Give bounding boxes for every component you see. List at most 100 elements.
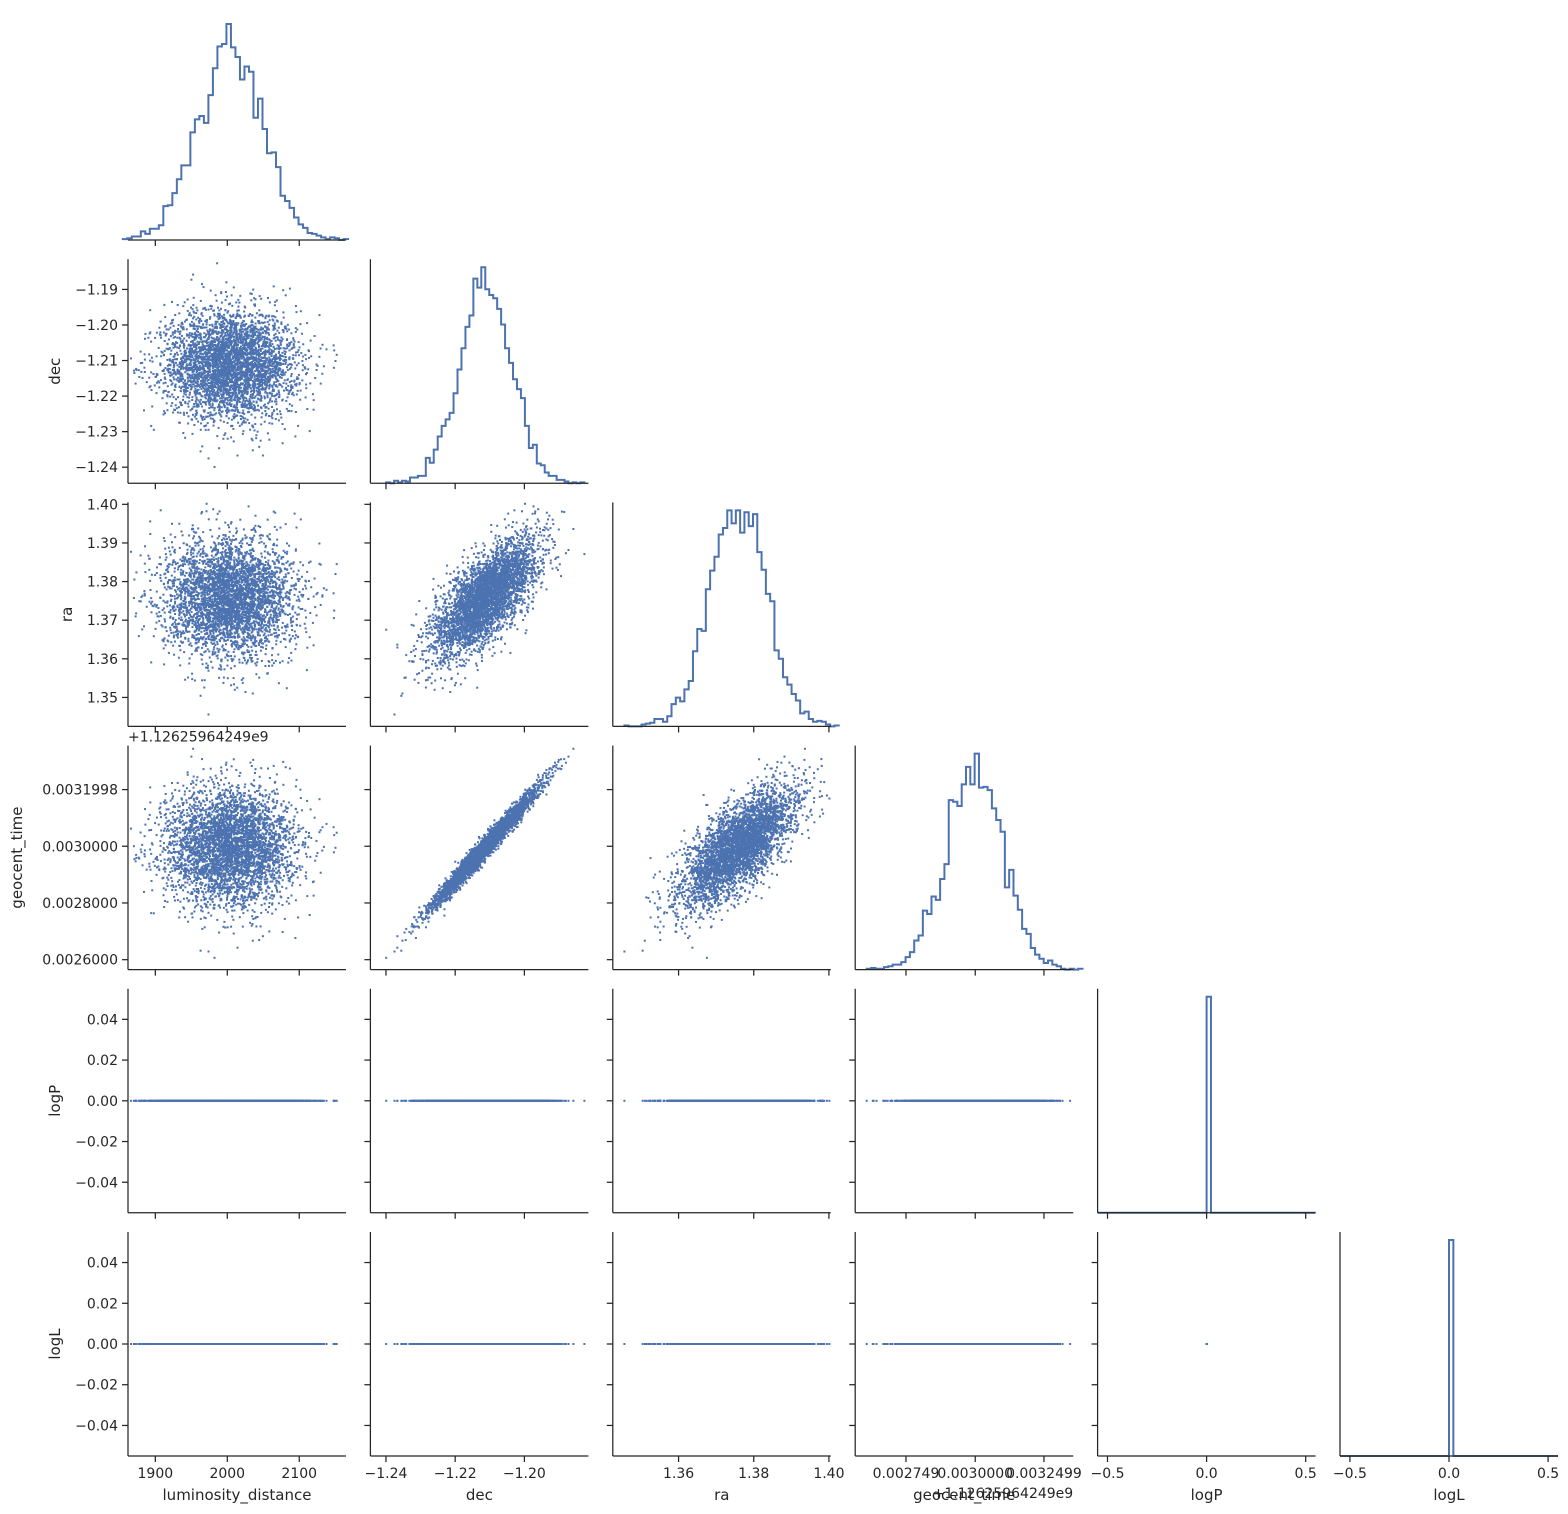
- data-point: [221, 353, 223, 355]
- data-point: [256, 402, 258, 404]
- data-point: [227, 400, 229, 402]
- data-point: [206, 363, 208, 365]
- data-point: [235, 392, 237, 394]
- data-point: [209, 328, 211, 330]
- data-point: [266, 338, 268, 340]
- data-point: [293, 381, 295, 383]
- data-point: [261, 366, 263, 368]
- data-point: [249, 326, 251, 328]
- data-point: [247, 419, 249, 421]
- data-point: [219, 332, 221, 334]
- data-point: [263, 379, 265, 381]
- data-point: [301, 333, 303, 335]
- data-point: [223, 393, 225, 395]
- data-point: [182, 363, 184, 365]
- data-point: [203, 332, 205, 334]
- data-point: [216, 381, 218, 383]
- data-point: [196, 405, 198, 407]
- data-point: [226, 402, 228, 404]
- data-point: [244, 343, 246, 345]
- data-point: [216, 336, 218, 338]
- data-point: [162, 352, 164, 354]
- data-point: [234, 360, 236, 362]
- data-point: [244, 377, 246, 379]
- data-point: [271, 423, 273, 425]
- data-point: [233, 389, 235, 391]
- data-point: [217, 316, 219, 318]
- data-point: [253, 388, 255, 390]
- data-point: [188, 314, 190, 316]
- data-point: [174, 314, 176, 316]
- data-point: [206, 394, 208, 396]
- data-point: [290, 389, 292, 391]
- data-point: [181, 327, 183, 329]
- data-point: [304, 354, 306, 356]
- data-point: [260, 359, 262, 361]
- data-point: [250, 404, 252, 406]
- data-point: [281, 340, 283, 342]
- data-point: [236, 400, 238, 402]
- data-point: [200, 356, 202, 358]
- data-point: [210, 412, 212, 414]
- data-point: [298, 354, 300, 356]
- data-point: [284, 428, 286, 430]
- data-point: [199, 365, 201, 367]
- data-point: [277, 358, 279, 360]
- data-point: [177, 396, 179, 398]
- data-point: [174, 358, 176, 360]
- data-point: [238, 389, 240, 391]
- data-point: [210, 346, 212, 348]
- data-point: [241, 382, 243, 384]
- data-point: [251, 319, 253, 321]
- data-point: [258, 329, 260, 331]
- data-point: [149, 331, 151, 333]
- data-point: [255, 331, 257, 333]
- data-point: [196, 307, 198, 309]
- data-point: [156, 355, 158, 357]
- data-point: [237, 411, 239, 413]
- data-point: [170, 364, 172, 366]
- data-point: [282, 329, 284, 331]
- data-point: [236, 310, 238, 312]
- data-point: [188, 400, 190, 402]
- data-point: [242, 338, 244, 340]
- data-point: [246, 369, 248, 371]
- data-point: [196, 335, 198, 337]
- data-point: [151, 357, 153, 359]
- data-point: [274, 373, 276, 375]
- data-point: [208, 333, 210, 335]
- data-point: [227, 378, 229, 380]
- data-point: [236, 353, 238, 355]
- data-point: [293, 339, 295, 341]
- data-point: [213, 373, 215, 375]
- data-point: [282, 311, 284, 313]
- data-point: [201, 385, 203, 387]
- data-point: [326, 348, 328, 350]
- data-point: [154, 384, 156, 386]
- data-point: [159, 331, 161, 333]
- data-point: [183, 338, 185, 340]
- data-point: [269, 341, 271, 343]
- data-point: [190, 381, 192, 383]
- data-point: [239, 401, 241, 403]
- data-point: [285, 400, 287, 402]
- data-point: [179, 363, 181, 365]
- data-point: [267, 376, 269, 378]
- data-point: [255, 347, 257, 349]
- data-point: [287, 410, 289, 412]
- data-point: [284, 379, 286, 381]
- data-point: [255, 356, 257, 358]
- data-point: [196, 374, 198, 376]
- data-point: [289, 343, 291, 345]
- data-point: [176, 358, 178, 360]
- data-point: [241, 366, 243, 368]
- data-point: [232, 377, 234, 379]
- data-point: [194, 325, 196, 327]
- data-point: [174, 389, 176, 391]
- data-point: [335, 360, 337, 362]
- data-point: [175, 362, 177, 364]
- data-point: [251, 347, 253, 349]
- data-point: [220, 341, 222, 343]
- data-point: [205, 404, 207, 406]
- data-point: [282, 352, 284, 354]
